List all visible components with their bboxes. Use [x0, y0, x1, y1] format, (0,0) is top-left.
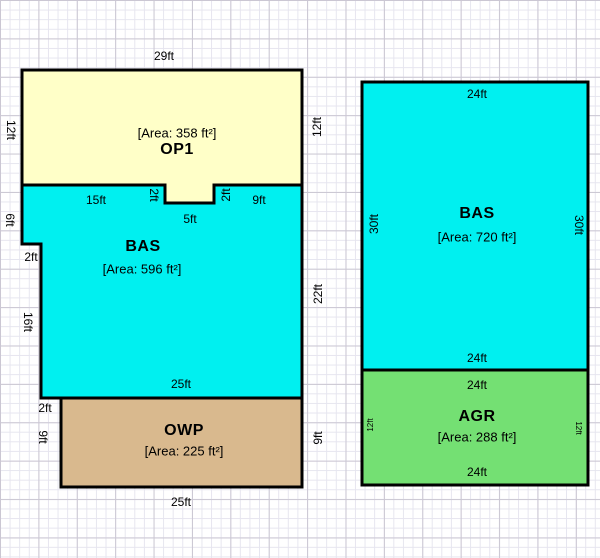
dim-top-29ft: 29ft: [153, 49, 175, 63]
dim-agr-top-24ft: 24ft: [466, 378, 488, 392]
op1-name-label: OP1: [160, 141, 194, 158]
dim-rb-right-30ft: 30ft: [572, 214, 586, 236]
dim-owp-step-2ft: 2ft: [38, 401, 52, 415]
dim-left-6ft: 6ft: [3, 213, 17, 227]
op1-region: [20, 68, 304, 205]
dim-left-16ft: 16ft: [21, 311, 35, 333]
dim-owp-bottom-25ft: 25ft: [170, 495, 192, 509]
dim-owp-left-9ft: 9ft: [36, 430, 50, 444]
owp-name-label: OWP: [164, 422, 204, 439]
dim-rb-left-30ft: 30ft: [367, 213, 381, 235]
right-bas-name-label: BAS: [459, 205, 495, 222]
dim-owp-right-9ft: 9ft: [311, 431, 325, 445]
dim-rb-bas-bottom-24ft: 24ft: [466, 351, 488, 365]
left-bas-name-label: BAS: [125, 238, 161, 255]
dim-notch-left-2ft: 2ft: [147, 188, 161, 202]
op1-area-label: [Area: 358 ft²]: [137, 125, 217, 141]
dim-bas-bottom-25ft: 25ft: [170, 377, 192, 391]
dim-step-2ft: 2ft: [24, 250, 38, 264]
left-bas-area-label: [Area: 596 ft²]: [102, 261, 182, 277]
dim-rb-top-24ft: 24ft: [466, 87, 488, 101]
dim-right-12ft: 12ft: [310, 116, 324, 138]
dim-notch-right-2ft: 2ft: [219, 188, 233, 202]
dim-right-22ft: 22ft: [311, 283, 325, 305]
right-bas-area-label: [Area: 720 ft²]: [437, 229, 517, 245]
right-bas-region: [360, 80, 590, 372]
agr-area-label: [Area: 288 ft²]: [437, 429, 517, 445]
dim-mid-9ft: 9ft: [252, 193, 266, 207]
dim-mid-15ft: 15ft: [85, 193, 107, 207]
left-bas-region: [20, 183, 304, 400]
agr-region: [360, 368, 590, 487]
dim-agr-bottom-24ft: 24ft: [466, 465, 488, 479]
owp-region: [59, 396, 304, 489]
dim-notch-5ft: 5ft: [183, 212, 197, 226]
dim-left-12ft: 12ft: [4, 119, 18, 141]
dim-agr-left-12ft: 12ft: [366, 418, 375, 432]
owp-area-label: [Area: 225 ft²]: [144, 443, 224, 459]
dim-agr-right-12ft: 12ft: [574, 421, 583, 435]
agr-name-label: AGR: [458, 408, 496, 425]
